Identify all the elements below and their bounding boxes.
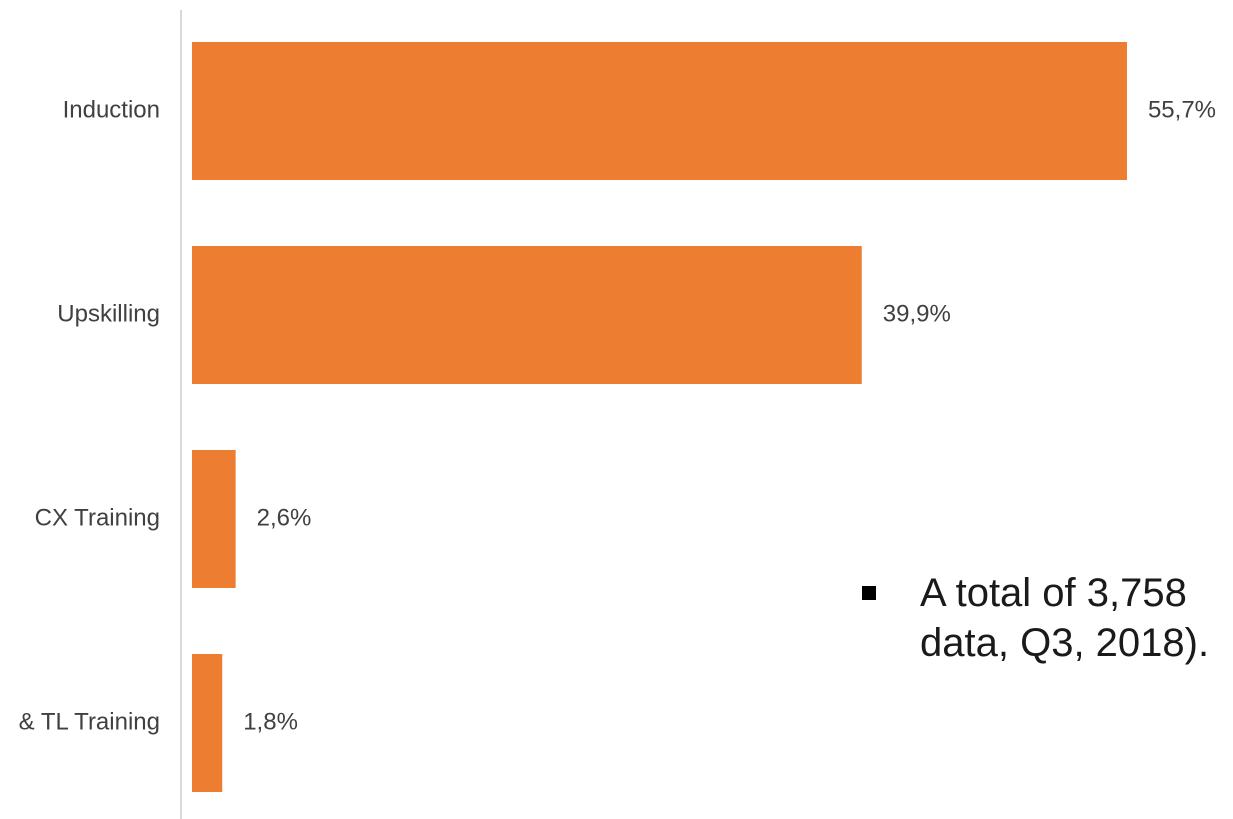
category-label-0: Induction [63,96,160,123]
category-label-3: & TL Training [19,708,160,735]
data-label-0: 55,7% [1148,96,1216,123]
data-label-1: 39,9% [883,300,951,327]
bar-1 [192,246,862,384]
bar-3 [192,654,223,792]
square-bullet-icon [862,586,876,600]
category-label-2: CX Training [35,504,160,531]
bar-0 [192,42,1127,180]
data-label-3: 1,8% [243,708,298,735]
bar-2 [192,450,236,588]
note-line-1: A total of 3,758 [920,571,1187,615]
note-line-2: data, Q3, 2018). [920,621,1210,665]
category-label-1: Upskilling [57,300,160,327]
note-text-block: A total of 3,758 data, Q3, 2018). [862,568,1233,668]
data-label-2: 2,6% [257,504,312,531]
